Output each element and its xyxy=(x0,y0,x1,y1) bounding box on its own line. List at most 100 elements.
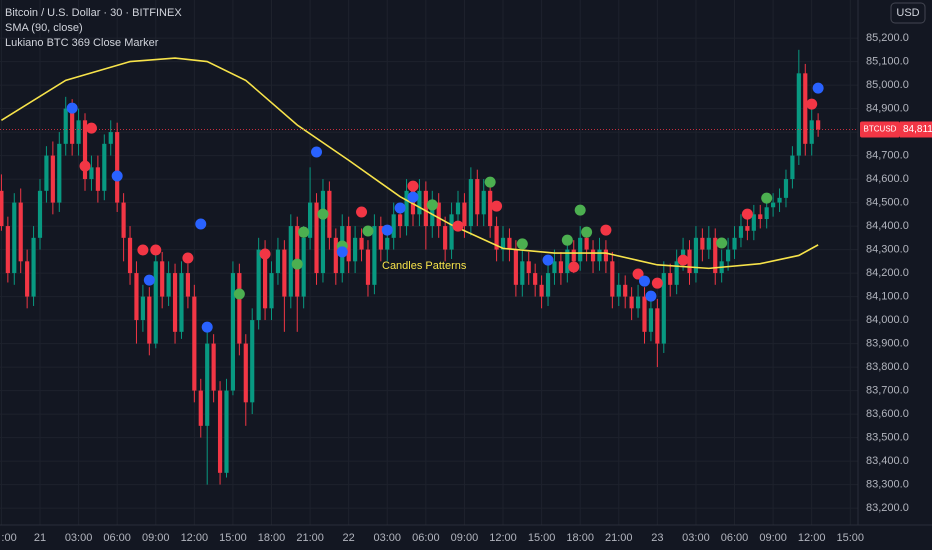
y-tick-label: 83,200.0 xyxy=(866,502,909,514)
candle-body xyxy=(179,273,184,332)
candle-body xyxy=(250,320,255,403)
candle-body xyxy=(436,202,441,227)
candle-body xyxy=(475,179,480,215)
close-marker xyxy=(491,200,503,212)
y-tick-label: 84,600.0 xyxy=(866,173,909,185)
candle-body xyxy=(533,273,538,285)
last-price-badge xyxy=(900,121,932,138)
candle-body xyxy=(76,120,81,144)
x-tick-label: 21:00 xyxy=(605,532,633,544)
y-tick-label: 83,900.0 xyxy=(866,337,909,349)
currency-button[interactable] xyxy=(890,2,926,24)
x-tick-label: 09:00 xyxy=(142,532,170,544)
x-tick-label: 15:00 xyxy=(837,532,865,544)
candle-body xyxy=(462,202,467,227)
candle-body xyxy=(237,273,242,344)
x-tick-label: 03:00 xyxy=(373,532,401,544)
candle-body xyxy=(584,237,589,250)
candle-body xyxy=(777,197,782,203)
candle-body xyxy=(771,202,776,208)
candle-body xyxy=(172,273,178,332)
candle-body xyxy=(552,261,557,274)
close-marker xyxy=(581,226,593,238)
close-marker xyxy=(632,268,644,280)
close-marker xyxy=(317,208,329,220)
x-tick-label: 22 xyxy=(343,532,355,544)
x-tick-label: 06:00 xyxy=(412,532,440,544)
candle-body xyxy=(494,226,499,250)
y-tick-label: 83,600.0 xyxy=(866,408,909,420)
close-marker xyxy=(407,180,419,192)
x-tick-label: 03:00 xyxy=(65,532,93,544)
candle-body xyxy=(70,108,75,144)
x-tick-label: 23 xyxy=(651,532,663,544)
close-marker xyxy=(298,226,310,238)
y-tick-label: 84,700.0 xyxy=(866,149,909,161)
close-marker xyxy=(812,82,824,94)
candle-body xyxy=(803,73,808,144)
candle-body xyxy=(726,249,731,262)
candle-body xyxy=(404,190,409,227)
candle-body xyxy=(230,273,236,391)
y-tick-label: 85,100.0 xyxy=(866,55,909,67)
candle-body xyxy=(140,296,145,321)
close-marker xyxy=(143,274,155,286)
candle-body xyxy=(121,202,126,238)
candle-body xyxy=(610,261,615,297)
close-marker xyxy=(111,170,123,182)
y-tick-label: 85,200.0 xyxy=(866,32,909,44)
candle-body xyxy=(385,237,390,250)
candle-body xyxy=(687,249,692,274)
candle-body xyxy=(597,249,602,262)
candle-body xyxy=(642,296,647,332)
symbol-label: BTCUSD xyxy=(864,125,897,134)
currency-button-label[interactable]: USD xyxy=(896,7,919,19)
close-marker xyxy=(150,244,162,256)
candle-body xyxy=(50,155,55,203)
x-tick-label: 12:00 xyxy=(181,532,209,544)
candle-body xyxy=(211,343,216,391)
annotation: Candles Patterns xyxy=(382,260,467,272)
candle-body xyxy=(635,296,641,309)
candle-body xyxy=(18,202,23,262)
y-tick-label: 84,000.0 xyxy=(866,314,909,326)
close-marker xyxy=(741,208,753,220)
y-tick-label: 84,200.0 xyxy=(866,267,909,279)
x-tick-label: 06:00 xyxy=(103,532,131,544)
y-tick-label: 85,000.0 xyxy=(866,79,909,91)
candle-body xyxy=(578,237,583,262)
candle-body xyxy=(526,261,531,274)
close-marker xyxy=(600,224,612,236)
close-marker xyxy=(651,277,663,289)
symbol-badge xyxy=(860,121,900,138)
close-marker xyxy=(259,248,271,260)
candle-body xyxy=(764,207,769,220)
candle-body xyxy=(314,202,319,274)
candle-body xyxy=(301,237,306,297)
x-tick-label: 21:00 xyxy=(296,532,324,544)
close-marker xyxy=(426,199,438,211)
close-marker xyxy=(677,254,689,266)
candle-body xyxy=(147,296,152,344)
close-marker xyxy=(452,220,464,232)
candle-body xyxy=(320,190,326,274)
close-marker xyxy=(311,146,323,158)
candle-body xyxy=(700,237,705,250)
candle-body xyxy=(507,237,512,250)
candle-body xyxy=(262,249,268,309)
candle-body xyxy=(359,237,364,250)
close-marker xyxy=(66,102,78,114)
candle-body xyxy=(115,132,120,203)
candle-body xyxy=(166,273,171,297)
candle-body xyxy=(732,237,737,250)
candle-body xyxy=(558,261,563,274)
candle-body xyxy=(738,226,744,238)
candle-body xyxy=(790,155,795,180)
plot-area: Candles Patterns xyxy=(0,49,858,485)
candle-body xyxy=(205,343,210,426)
chart-title: Bitcoin / U.S. Dollar · 30 · BITFINEX xyxy=(5,7,182,19)
candle-body xyxy=(365,249,371,285)
close-marker xyxy=(394,202,406,214)
